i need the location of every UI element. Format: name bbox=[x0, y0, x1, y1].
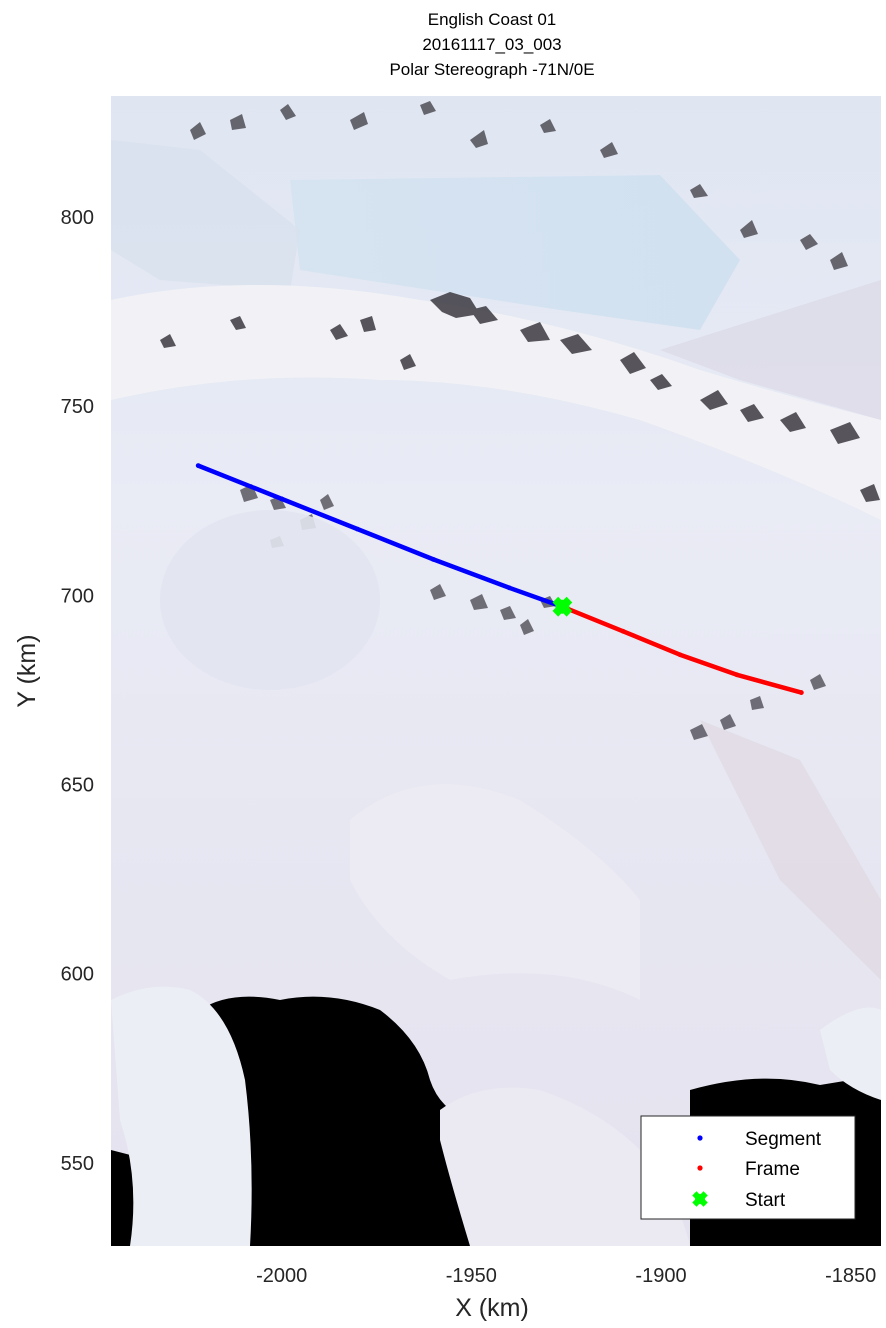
mountain-range-central bbox=[111, 285, 881, 520]
segment-point bbox=[279, 496, 285, 502]
frame-point bbox=[798, 690, 804, 695]
legend-marker-segment bbox=[697, 1135, 703, 1141]
legend-label-segment: Segment bbox=[745, 1129, 822, 1150]
x-axis-ticks: -2000 -1950 -1900 -1850 bbox=[256, 1265, 876, 1287]
legend-label-frame: Frame bbox=[745, 1159, 800, 1180]
segment-point bbox=[506, 585, 512, 591]
satellite-basemap bbox=[111, 96, 881, 1246]
y-tick-label: 550 bbox=[61, 1153, 94, 1175]
y-tick-label: 700 bbox=[61, 585, 94, 607]
segment-point bbox=[195, 463, 201, 468]
segment-track-line bbox=[195, 463, 565, 609]
frame-point bbox=[620, 628, 626, 634]
x-tick-label: -1850 bbox=[825, 1265, 876, 1287]
data-layer bbox=[195, 463, 804, 695]
legend: Segment Frame Start bbox=[640, 1115, 856, 1220]
x-axis-label: X (km) bbox=[455, 1294, 529, 1322]
legend-marker-frame bbox=[697, 1165, 703, 1171]
nunatak-cluster-west bbox=[240, 484, 334, 548]
y-tick-label: 600 bbox=[61, 964, 94, 986]
title-line-3: Polar Stereograph -71N/0E bbox=[389, 60, 594, 79]
y-tick-label: 650 bbox=[61, 774, 94, 796]
figure-title: English Coast 01 20161117_03_003 Polar S… bbox=[389, 10, 594, 79]
x-tick-label: -1900 bbox=[635, 1265, 686, 1287]
segment-point bbox=[355, 526, 360, 532]
legend-box bbox=[640, 1115, 856, 1220]
start-marker bbox=[552, 596, 573, 617]
y-axis-ticks: 550 600 650 700 750 800 bbox=[61, 207, 94, 1175]
y-tick-label: 800 bbox=[61, 207, 94, 229]
frame-point bbox=[734, 672, 740, 678]
y-axis-label: Y (km) bbox=[13, 634, 41, 707]
segment-point bbox=[431, 557, 436, 562]
nunatak-cluster-central bbox=[430, 584, 826, 740]
y-tick-label: 750 bbox=[61, 396, 94, 418]
x-tick-label: -2000 bbox=[256, 1265, 307, 1287]
title-line-1: English Coast 01 bbox=[428, 10, 557, 29]
title-line-2: 20161117_03_003 bbox=[422, 35, 561, 54]
x-tick-label: -1950 bbox=[446, 1265, 497, 1287]
legend-marker-start bbox=[692, 1191, 708, 1207]
frame-point bbox=[677, 652, 683, 658]
legend-label-start: Start bbox=[745, 1190, 786, 1211]
